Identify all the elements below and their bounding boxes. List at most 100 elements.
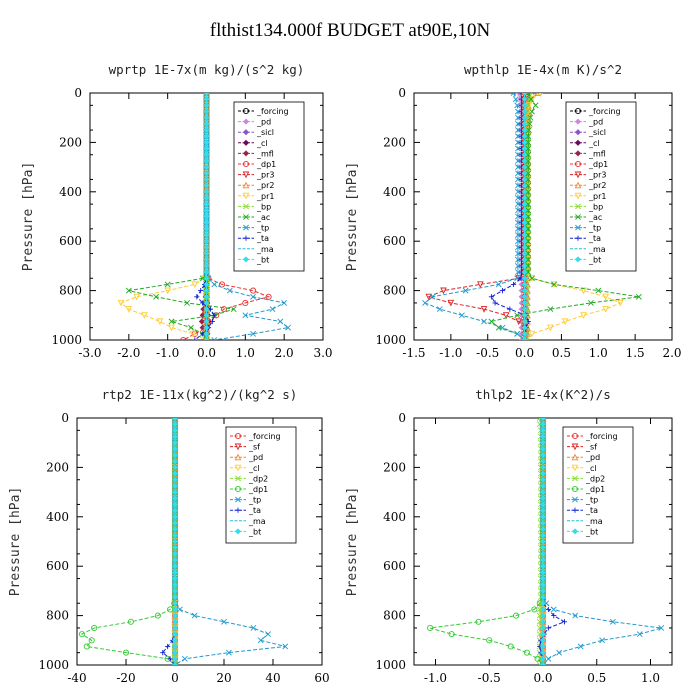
x-tick-label: 60 (314, 671, 329, 685)
plot-frame (413, 92, 673, 341)
data-point-bt (171, 631, 179, 638)
legend-box (562, 426, 634, 544)
data-point-bt (539, 433, 547, 440)
data-point-ac (525, 145, 532, 152)
data-point-bt (203, 225, 210, 232)
data-point-ac (587, 300, 594, 306)
data-point-tp (515, 158, 521, 164)
data-point-dp2 (536, 625, 543, 631)
data-point-bt (171, 661, 179, 665)
data-point-bt (521, 262, 528, 269)
data-point-bt (539, 569, 547, 576)
data-point-bt (203, 318, 210, 325)
data-point-pr1 (528, 330, 536, 338)
data-point-bt (171, 643, 179, 650)
legend-marker (575, 203, 581, 210)
legend-marker (571, 464, 579, 472)
data-point-tp (514, 102, 521, 109)
data-point-ac (525, 250, 532, 257)
legend-label: _sf (585, 443, 597, 452)
data-point-pr1 (547, 324, 554, 332)
data-point-bt (521, 299, 528, 306)
data-point-ac (532, 102, 539, 109)
data-point-bt (521, 188, 528, 195)
data-point-dp1 (448, 631, 455, 638)
y-tick-label: 600 (383, 234, 406, 248)
data-point-bt (521, 139, 528, 146)
data-point-pr1 (617, 299, 624, 307)
data-point-bt (171, 563, 179, 570)
panel-title: thlp2 1E-4x(K^2)/s (475, 387, 610, 402)
legend-label: _forcing (585, 432, 618, 441)
plot-data-area (427, 418, 665, 665)
legend-label: _pr1 (588, 192, 606, 201)
data-point-bt (203, 96, 210, 103)
data-point-bt (521, 102, 528, 109)
data-point-ac (525, 195, 532, 201)
data-point-bt (521, 293, 528, 300)
data-point-bt (539, 563, 547, 570)
data-point-bt (203, 306, 210, 313)
data-point-dp2 (536, 612, 543, 619)
data-point-tp (172, 418, 178, 421)
data-point-tp (515, 139, 521, 146)
data-point-bt (521, 275, 528, 282)
data-point-bt (203, 114, 210, 121)
data-point-dp1 (265, 293, 272, 300)
data-point-ac (528, 96, 535, 103)
x-tick-label: 0.0 (197, 346, 216, 360)
data-point-tp (577, 643, 584, 650)
data-point-bt (171, 637, 179, 644)
data-point-bt (521, 96, 528, 103)
data-point-pr1 (580, 287, 587, 295)
data-point-bt (203, 176, 210, 183)
data-point-bt (539, 631, 547, 638)
data-point-tp (540, 418, 546, 421)
data-point-bt (171, 421, 179, 428)
data-point-tp (515, 201, 521, 208)
data-point-bt (203, 312, 210, 319)
legend-label: _pd (585, 453, 600, 462)
data-point-ta (211, 312, 217, 318)
data-point-ac (526, 120, 533, 127)
data-point-tp (226, 287, 233, 294)
data-point-bt (171, 439, 179, 446)
data-point-bt (203, 250, 210, 257)
legend: _forcing _sf_pd _cl_dp2 _dp1 _tp_ta _ma_bt (225, 426, 297, 544)
data-point-bt (171, 495, 179, 502)
data-point-pr1 (602, 293, 609, 301)
legend-label: _bt (588, 255, 601, 264)
legend-marker (571, 432, 579, 440)
data-point-ta (192, 337, 198, 340)
data-point-bt (521, 213, 528, 220)
y-tick-label: 1000 (51, 333, 82, 347)
legend-marker (571, 453, 579, 461)
data-point-bt (539, 655, 547, 662)
data-point-tp (515, 108, 521, 115)
legend-label: _pr3 (588, 171, 606, 180)
data-point-tp (250, 330, 257, 337)
data-point-bt (521, 287, 528, 294)
legend-label: _ma (256, 245, 274, 254)
data-point-dp1 (180, 336, 187, 340)
data-point-bt (203, 275, 210, 282)
data-point-bt (203, 194, 210, 201)
legend-label: _ta (588, 234, 601, 243)
data-point-tp (221, 618, 227, 625)
data-point-tp (422, 300, 428, 306)
legend-label: _cl (248, 464, 260, 473)
data-point-bt (539, 612, 547, 619)
data-point-ta (160, 650, 166, 656)
legend-label: _bt (256, 255, 269, 264)
data-point-bt (539, 452, 547, 459)
data-point-bt (539, 538, 547, 545)
legend-label: _pd (248, 453, 263, 462)
data-point-tp (458, 312, 465, 319)
data-point-ac (551, 281, 557, 288)
data-point-bt (521, 225, 528, 232)
plot-panel-4: thlp2 1E-4x(K^2)/s Pressure [hPa] -1.0 -0.5… (345, 387, 673, 685)
data-point-bt (203, 93, 210, 97)
data-point-tp (269, 306, 276, 313)
data-point-bt (539, 544, 547, 551)
